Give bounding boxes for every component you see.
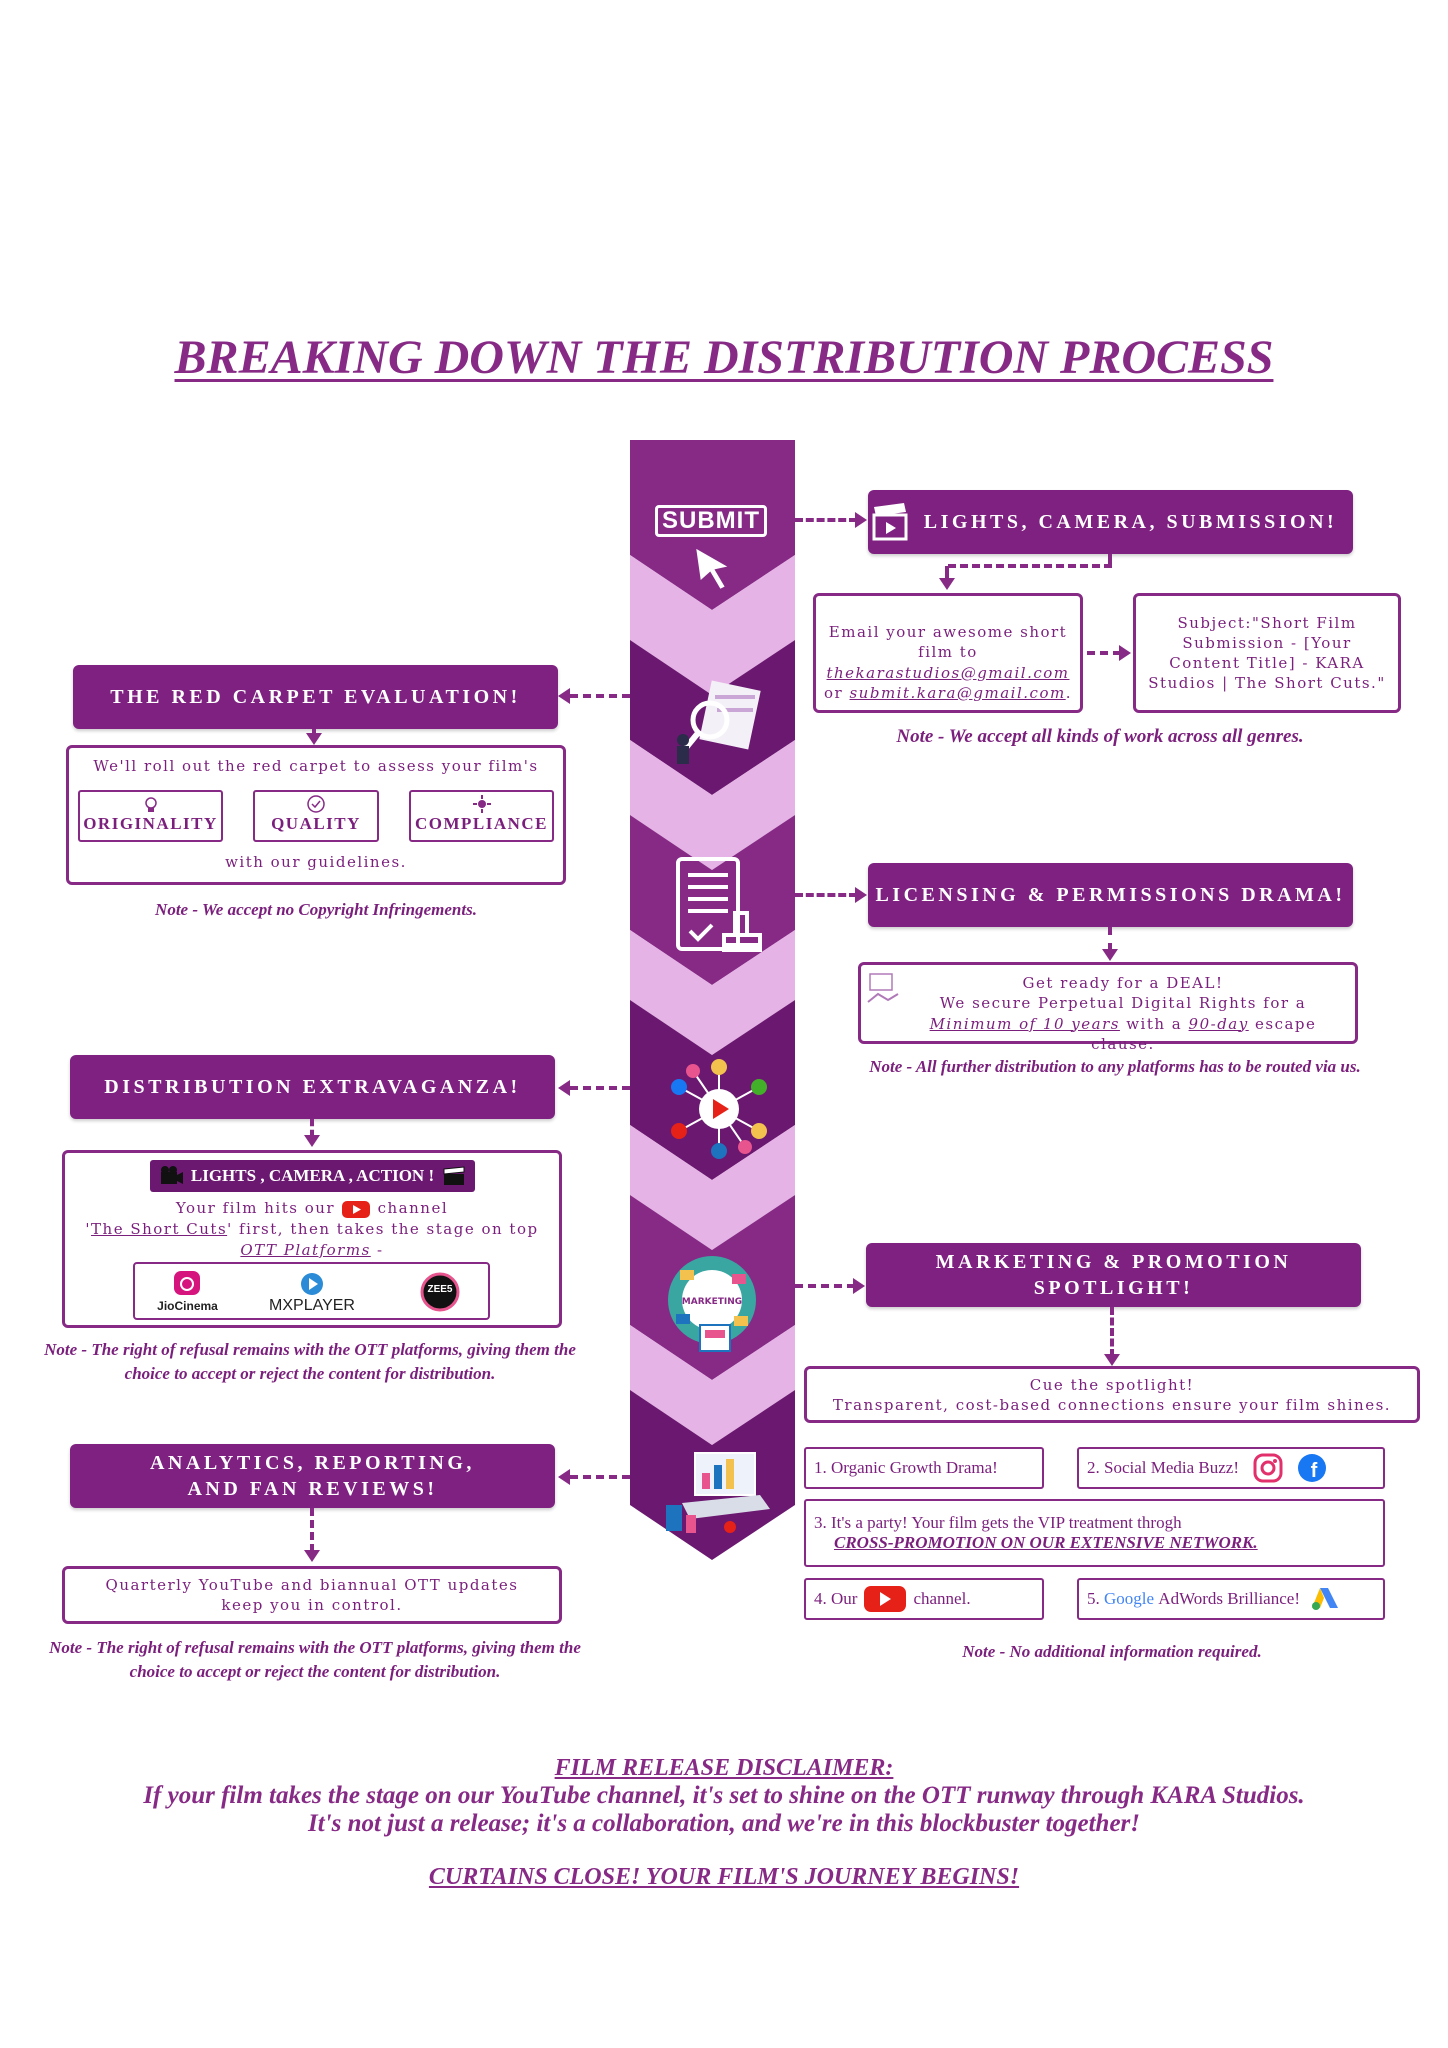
banner-text: LIGHTS , CAMERA , ACTION ! (190, 1166, 435, 1185)
marketing-line2: Transparent, cost-based connections ensu… (832, 1396, 1392, 1415)
marketing-note: Note - No additional information require… (962, 1642, 1262, 1661)
email-box: Email your awesome short film to thekara… (813, 593, 1083, 713)
analytics-laptop-icon (666, 1452, 770, 1533)
licensing-box: Get ready for a DEAL! We secure Perpetua… (858, 962, 1358, 1053)
criterion-label: ORIGINALITY (83, 814, 218, 833)
connector (795, 518, 857, 522)
licensing-header: LICENSING & PERMISSIONS DRAMA! (868, 863, 1353, 927)
facebook-icon: f (1298, 1454, 1327, 1482)
criterion-label: QUALITY (271, 814, 361, 833)
action-banner: LIGHTS , CAMERA , ACTION ! (150, 1160, 475, 1192)
channel-link[interactable]: The Short Cuts (91, 1220, 228, 1238)
youtube-icon (342, 1201, 371, 1218)
criterion-label: COMPLIANCE (414, 814, 549, 833)
item4-text-b: channel. (913, 1589, 971, 1608)
licensing-clause: escape clause. (1091, 1014, 1317, 1053)
closing-line: CURTAINS CLOSE! YOUR FILM'S JOURNEY BEGI… (428, 1864, 1020, 1890)
email-or: or (824, 683, 844, 702)
item5-text-a: 5. (1087, 1589, 1100, 1608)
cursor-icon (693, 545, 733, 592)
email-link-2[interactable]: submit.kara@gmail.com (849, 683, 1066, 702)
item3-text: 3. It's a party! Your film gets the VIP … (814, 1513, 1182, 1533)
check-badge-icon (307, 795, 325, 813)
mxplayer-icon (301, 1273, 323, 1295)
social-hub-icon (671, 1059, 767, 1159)
email-text: Email your awesome short film to (828, 623, 1068, 662)
marketing-badge: MARKETING (682, 1297, 742, 1307)
evaluation-intro: We'll roll out the red carpet to assess … (93, 757, 539, 775)
distribution-text-3b: ' first, then takes the stage on top (227, 1220, 539, 1238)
evaluation-note: Note - We accept no Copyright Infringeme… (155, 900, 477, 919)
youtube-icon (864, 1586, 907, 1612)
marketing-item-1: 1. Organic Growth Drama! (804, 1447, 1044, 1489)
ott-link[interactable]: OTT Platforms (240, 1241, 371, 1259)
page-title: BREAKING DOWN THE DISTRIBUTION PROCESS (174, 331, 1274, 384)
item4-text-a: 4. Our (814, 1589, 858, 1608)
gear-icon (472, 795, 491, 813)
marketing-box: Cue the spotlight! Transparent, cost-bas… (804, 1366, 1420, 1423)
licensing-with: with a (1126, 1014, 1183, 1033)
google-ads-icon (1311, 1588, 1338, 1610)
analytics-note: Note - The right of refusal remains with… (49, 1638, 581, 1681)
licensing-line2: We secure Perpetual Digital Rights for a (939, 994, 1307, 1013)
disclaimer-line-2: It's not just a release; it's a collabor… (307, 1810, 1141, 1837)
marketing-item-5: 5. Google AdWords Brilliance! (1077, 1578, 1385, 1620)
criterion-quality: QUALITY (253, 790, 379, 842)
google-word: Google (1104, 1589, 1155, 1608)
distribution-text: Your film hits our channel 'The Short Cu… (62, 1198, 562, 1261)
criterion-originality: ORIGINALITY (78, 790, 223, 842)
analytics-header: ANALYTICS, REPORTING, AND FAN REVIEWS! (70, 1444, 555, 1508)
disclaimer-heading: FILM RELEASE DISCLAIMER: (554, 1755, 894, 1781)
subject-box: Subject:"Short Film Submission - [Your C… (1133, 593, 1401, 713)
marketing-item-3: 3. It's a party! Your film gets the VIP … (804, 1499, 1385, 1567)
clapperboard-icon (443, 1166, 465, 1185)
instagram-icon (1253, 1453, 1283, 1483)
camera-icon (160, 1166, 183, 1184)
distribution-note: Note - The right of refusal remains with… (44, 1340, 576, 1383)
jiocinema-label: JioCinema (157, 1299, 218, 1313)
email-end: . (1065, 683, 1072, 702)
cross-promotion-link[interactable]: CROSS-PROMOTION ON OUR EXTENSIVE NETWORK… (834, 1533, 1258, 1552)
marketing-item-4: 4. Our channel. (804, 1578, 1044, 1620)
submission-note: Note - We accept all kinds of work acros… (896, 726, 1304, 747)
criterion-compliance: COMPLIANCE (409, 790, 554, 842)
submission-header: LIGHTS, CAMERA, SUBMISSION! (868, 490, 1353, 554)
marketing-line1: Cue the spotlight! (1029, 1376, 1195, 1394)
licensing-min: Minimum of 10 years (929, 1014, 1120, 1033)
submit-label: SUBMIT (655, 505, 767, 537)
ott-end: - (370, 1241, 384, 1259)
clapperboard-icon (872, 503, 908, 541)
mxplayer-label: MXPLAYER (269, 1297, 355, 1314)
licensing-days: 90-day (1188, 1014, 1249, 1033)
email-link-1[interactable]: thekarastudios@gmail.com (826, 663, 1070, 682)
analytics-box: Quarterly YouTube and biannual OTT updat… (62, 1566, 562, 1624)
jiocinema-icon (174, 1271, 200, 1295)
distribution-header: DISTRIBUTION EXTRAVAGANZA! (70, 1055, 555, 1119)
distribution-text-2: channel (377, 1199, 449, 1217)
zee5-icon (420, 1272, 460, 1312)
bulb-icon (144, 797, 157, 812)
distribution-text-1: Your film hits our (175, 1199, 336, 1217)
svg-text:f: f (1311, 1460, 1318, 1482)
arrow-head (855, 512, 867, 528)
magnifier-icon (677, 680, 761, 764)
distribution-text-3a: ' (85, 1220, 92, 1238)
disclaimer-line-1: If your film takes the stage on our YouT… (143, 1782, 1305, 1809)
marketing-item-2: 2. Social Media Buzz! f (1077, 1447, 1385, 1489)
licensing-note: Note - All further distribution to any p… (869, 1057, 1361, 1076)
process-spine (630, 440, 795, 1560)
document-stamp-icon (676, 857, 762, 952)
evaluation-header: THE RED CARPET EVALUATION! (73, 665, 558, 729)
item5-text-b: AdWords Brilliance! (1158, 1589, 1300, 1608)
evaluation-outro: with our guidelines. (225, 853, 407, 871)
licensing-line1: Get ready for a DEAL! (1022, 974, 1224, 992)
zee5-label: ZEE5 (427, 1284, 453, 1295)
marketing-globe-icon: MARKETING (668, 1256, 756, 1352)
item2-text: 2. Social Media Buzz! (1087, 1458, 1240, 1477)
marketing-header: MARKETING & PROMOTION SPOTLIGHT! (866, 1243, 1361, 1307)
handshake-icon (867, 973, 899, 1003)
